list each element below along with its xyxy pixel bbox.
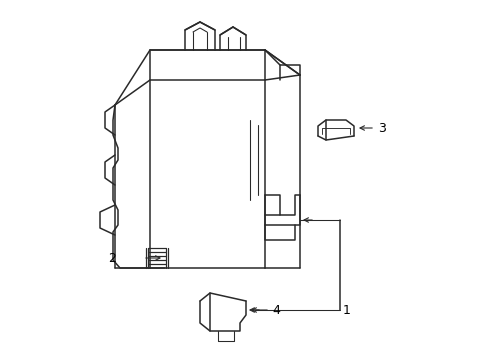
Text: 2: 2: [108, 252, 116, 265]
Text: 4: 4: [271, 303, 279, 316]
Text: 1: 1: [342, 303, 350, 316]
Text: 3: 3: [377, 122, 385, 135]
